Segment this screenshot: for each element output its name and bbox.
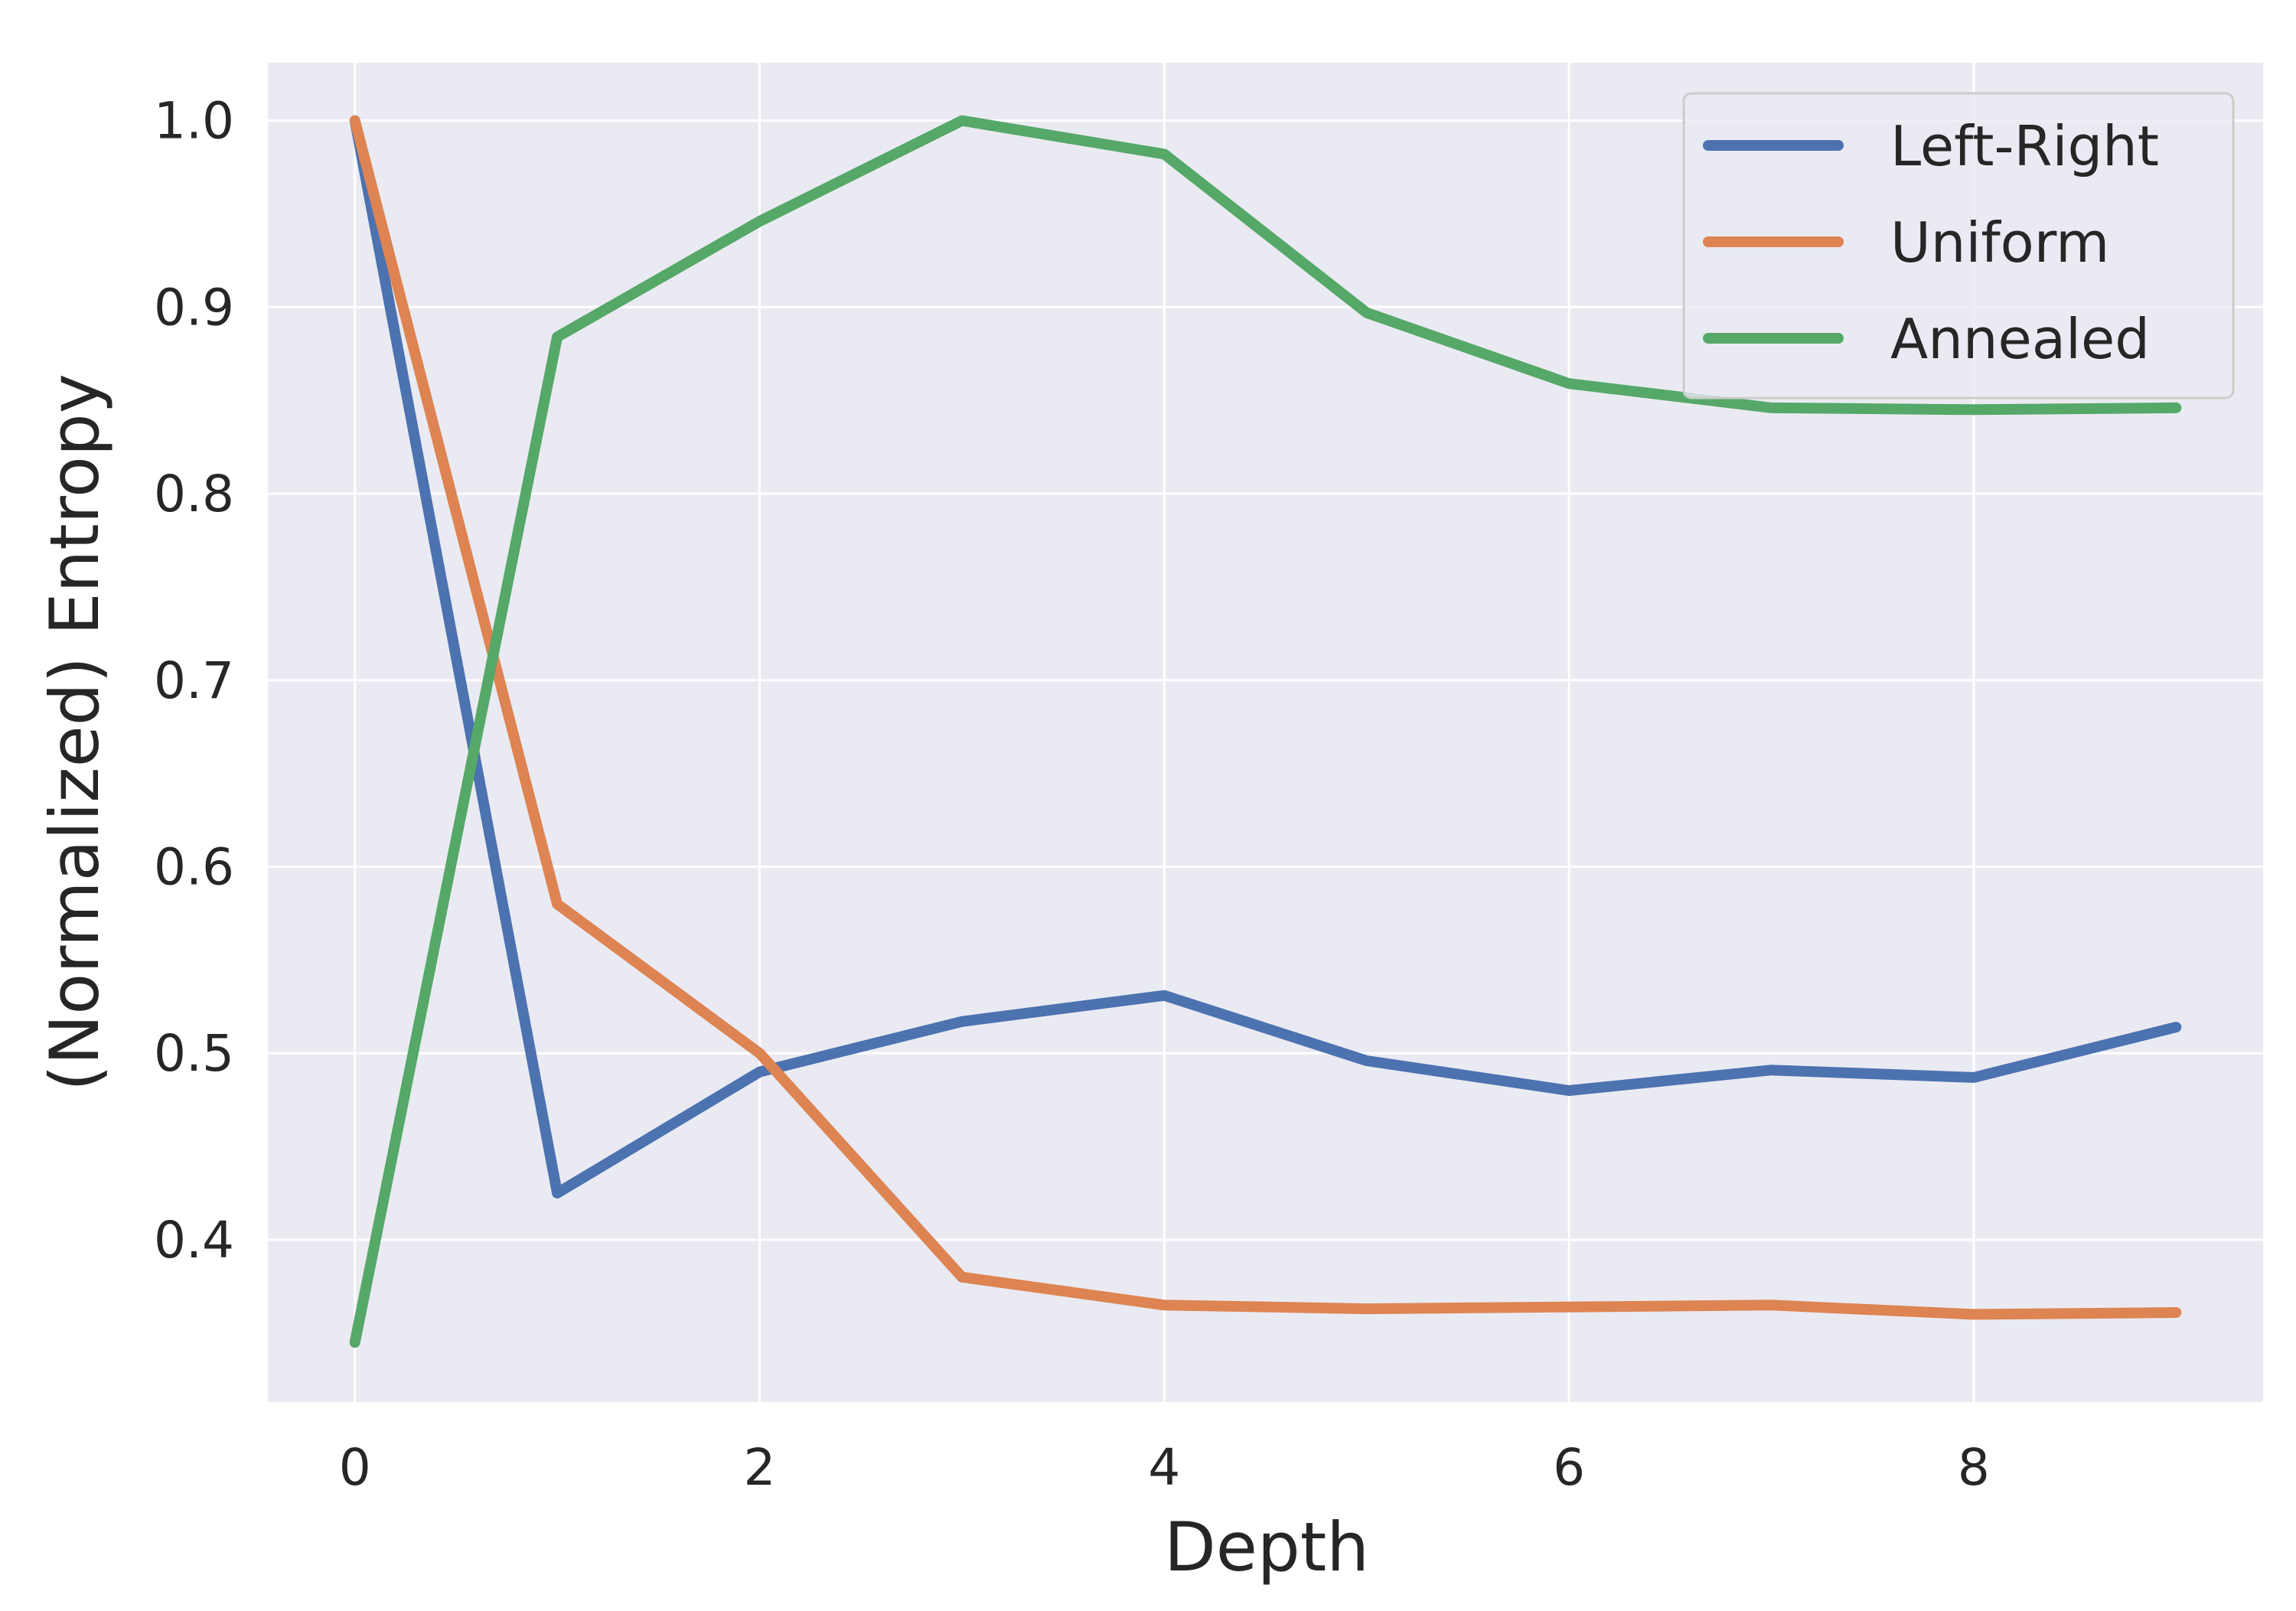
x-tick-label: 0: [339, 1438, 371, 1497]
legend-label: Left-Right: [1890, 114, 2159, 178]
series-line-uniform: [349, 115, 2182, 1320]
legend-label: Annealed: [1890, 307, 2150, 371]
legend: Left-Right Uniform Annealed: [1682, 92, 2235, 399]
y-tick-label: 0.5: [154, 1024, 234, 1083]
y-tick-label: 0.8: [154, 465, 234, 523]
series-line-left-right: [349, 115, 2182, 1198]
y-tick-label: 1.0: [154, 92, 234, 151]
x-tick-label: 8: [1958, 1438, 1990, 1497]
series-line-annealed: [349, 115, 2182, 1348]
x-tick-label: 2: [743, 1438, 775, 1497]
x-axis-title: Depth: [1164, 1508, 1369, 1587]
legend-box: [1682, 92, 2235, 399]
x-tick-label: 4: [1148, 1438, 1180, 1497]
y-tick-label: 0.6: [154, 837, 234, 896]
y-tick-label: 0.7: [154, 651, 234, 710]
y-tick-labels: 0.4 0.5 0.6 0.7 0.8 0.9 1.0: [154, 92, 234, 1270]
y-tick-label: 0.4: [154, 1211, 234, 1270]
series-lines: [349, 115, 2182, 1348]
x-tick-label: 6: [1553, 1438, 1585, 1497]
y-tick-label: 0.9: [154, 278, 234, 337]
x-tick-labels: 0 2 4 6 8: [339, 1438, 1990, 1497]
legend-label: Uniform: [1890, 210, 2109, 275]
y-axis-title: (Normalized) Entropy: [35, 373, 114, 1091]
